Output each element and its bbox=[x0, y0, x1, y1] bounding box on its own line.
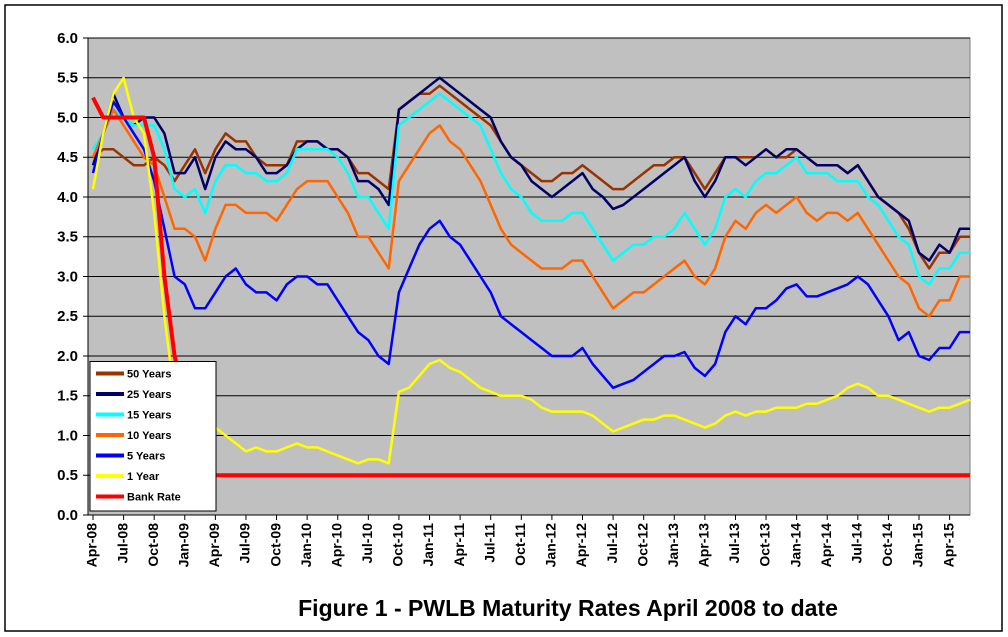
y-tick-label: 0.0 bbox=[57, 507, 78, 524]
x-tick-label: Oct-09 bbox=[267, 523, 283, 567]
y-tick-label: 1.5 bbox=[57, 388, 78, 405]
x-tick-label: Oct-12 bbox=[634, 523, 650, 567]
x-tick-label: Apr-10 bbox=[328, 523, 344, 568]
lines bbox=[91, 76, 971, 478]
legend-label: 10 Years bbox=[127, 430, 171, 442]
x-tick-label: Oct-08 bbox=[145, 523, 161, 567]
x-tick-label: Jan-11 bbox=[420, 523, 436, 567]
x-tick-label: Apr-14 bbox=[818, 523, 834, 568]
series-line bbox=[91, 108, 970, 318]
x-tick-label: Jul-08 bbox=[114, 523, 130, 564]
chart-title: Figure 1 - PWLB Maturity Rates April 200… bbox=[298, 595, 838, 621]
legend-label: 1 Year bbox=[127, 471, 160, 483]
x-tick-label: Oct-11 bbox=[512, 523, 528, 566]
x-tick-label: Jan-15 bbox=[910, 523, 926, 568]
y-tick-label: 2.0 bbox=[57, 348, 78, 365]
x-tick-label: Apr-08 bbox=[84, 523, 100, 568]
y-tick-label: 0.5 bbox=[57, 467, 78, 484]
series-line bbox=[91, 76, 970, 262]
legend-label: 50 Years bbox=[127, 368, 171, 380]
series-line bbox=[91, 92, 970, 286]
series-line bbox=[91, 76, 971, 465]
x-tick-label: Jan-14 bbox=[787, 523, 803, 568]
y-tick-label: 1.0 bbox=[57, 427, 78, 444]
x-tick-label: Jul-10 bbox=[359, 523, 375, 564]
x-tick-label: Jan-09 bbox=[175, 523, 191, 568]
legend-label: 5 Years bbox=[127, 450, 165, 462]
legend-label: 25 Years bbox=[127, 389, 171, 401]
x-tick-label: Jan-12 bbox=[543, 523, 559, 568]
series-line bbox=[91, 96, 970, 478]
y-tick-label: 4.5 bbox=[57, 149, 78, 166]
y-tick-label: 6.0 bbox=[57, 30, 78, 47]
y-tick-label: 5.0 bbox=[57, 109, 78, 126]
x-tick-label: Jul-11 bbox=[481, 523, 497, 563]
x-tick-label: Jul-14 bbox=[849, 523, 865, 564]
x-tick-label: Apr-09 bbox=[206, 523, 222, 568]
x-tick-label: Jul-12 bbox=[604, 523, 620, 564]
x-tick-label: Apr-12 bbox=[573, 523, 589, 568]
legend-label: 15 Years bbox=[127, 409, 171, 421]
x-tick-label: Jul-09 bbox=[237, 523, 253, 564]
y-tick-label: 3.0 bbox=[57, 268, 78, 285]
x-tick-label: Oct-10 bbox=[390, 523, 406, 567]
x-tick-label: Jan-13 bbox=[665, 523, 681, 568]
x-tick-label: Jul-13 bbox=[726, 523, 742, 564]
y-tick-label: 5.5 bbox=[57, 70, 78, 87]
legend: 50 Years 25 Years 15 Years 10 Years 5 Years 1… bbox=[89, 361, 217, 512]
x-tick-label: Apr-15 bbox=[940, 523, 956, 568]
legend-label: Bank Rate bbox=[127, 491, 181, 503]
x-tick-label: Oct-13 bbox=[757, 523, 773, 567]
x-tick-label: Apr-13 bbox=[696, 523, 712, 568]
x-tick-label: Apr-11 bbox=[451, 523, 467, 567]
y-tick-label: 4.0 bbox=[57, 189, 78, 206]
y-tick-label: 3.5 bbox=[57, 229, 78, 246]
axes: 0.0 0.5 1.0 1.5 2.0 2.5 3.0 3.5 4.0 4.5 5.0 5.5 6.0 A… bbox=[57, 30, 970, 567]
x-tick-label: Oct-14 bbox=[879, 523, 895, 567]
x-tick-label: Jan-10 bbox=[298, 523, 314, 568]
series-line bbox=[91, 100, 970, 390]
y-tick-label: 2.5 bbox=[57, 308, 78, 325]
